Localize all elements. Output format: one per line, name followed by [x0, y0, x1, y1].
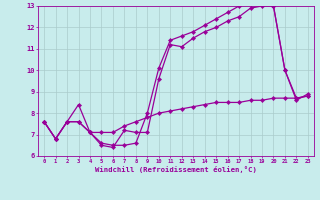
X-axis label: Windchill (Refroidissement éolien,°C): Windchill (Refroidissement éolien,°C)	[95, 166, 257, 173]
